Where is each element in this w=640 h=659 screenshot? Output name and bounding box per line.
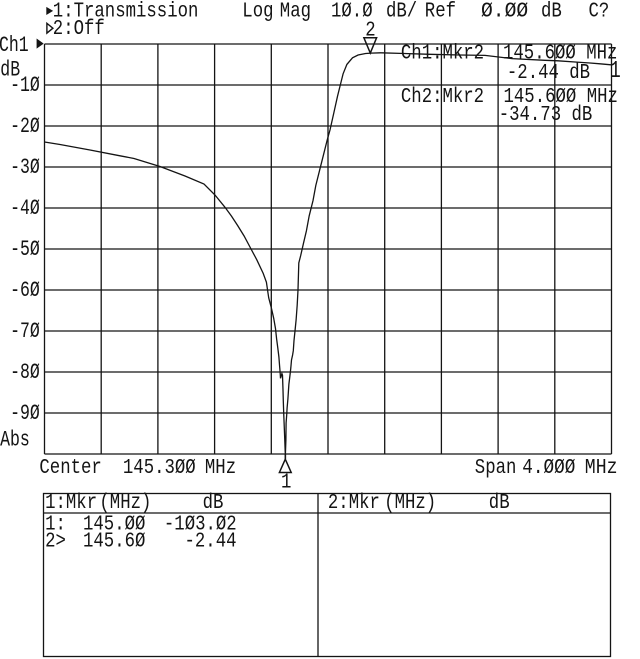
svg-text:2:Mkr: 2:Mkr xyxy=(328,492,380,515)
svg-text:Ref: Ref xyxy=(425,1,456,24)
svg-text:2: 2 xyxy=(365,20,375,43)
svg-text:-1Ø3.Ø2: -1Ø3.Ø2 xyxy=(164,513,237,536)
svg-text:1:Transmission: 1:Transmission xyxy=(53,1,199,24)
svg-text:145.6ØØ MHz: 145.6ØØ MHz xyxy=(504,86,618,109)
svg-text:Ch2:Mkr2: Ch2:Mkr2 xyxy=(401,86,484,109)
svg-text:Ø.ØØ: Ø.ØØ xyxy=(481,1,528,24)
svg-text:dB: dB xyxy=(203,492,224,515)
svg-text:-3Ø: -3Ø xyxy=(10,155,40,180)
svg-text:-7Ø: -7Ø xyxy=(10,319,40,344)
svg-text:1: 1 xyxy=(610,58,621,85)
svg-text:-2.44 dB: -2.44 dB xyxy=(507,62,590,85)
svg-text:dB/: dB/ xyxy=(386,1,417,24)
svg-text:Log: Log xyxy=(242,1,273,24)
svg-text:-1Ø: -1Ø xyxy=(10,73,40,98)
svg-text:1:: 1: xyxy=(45,513,66,536)
svg-text:Span: Span xyxy=(475,457,517,480)
svg-text:MHz: MHz xyxy=(585,457,618,480)
svg-text:-34.73 dB: -34.73 dB xyxy=(499,104,593,127)
svg-text:(MHz): (MHz) xyxy=(384,492,436,515)
svg-text:dB: dB xyxy=(489,492,510,515)
svg-text:145.ØØ: 145.ØØ xyxy=(83,513,145,536)
svg-text:-2Ø: -2Ø xyxy=(10,114,40,139)
svg-text:dB: dB xyxy=(541,1,562,24)
svg-text:1: 1 xyxy=(281,472,291,495)
svg-text:(MHz): (MHz) xyxy=(99,492,151,515)
svg-text:1:Mkr: 1:Mkr xyxy=(45,492,97,515)
svg-text:-4Ø: -4Ø xyxy=(10,196,40,221)
svg-text:2:Off: 2:Off xyxy=(53,18,105,41)
svg-text:145.6Ø: 145.6Ø xyxy=(83,531,145,554)
svg-text:Mag: Mag xyxy=(280,1,311,24)
svg-text:C?: C? xyxy=(589,1,610,24)
svg-text:2>: 2> xyxy=(45,531,66,554)
svg-text:MHz: MHz xyxy=(205,457,236,480)
svg-text:-9Ø: -9Ø xyxy=(10,401,40,426)
svg-text:145.3ØØ: 145.3ØØ xyxy=(123,457,196,480)
svg-text:-8Ø: -8Ø xyxy=(10,360,40,385)
svg-text:4.ØØØ: 4.ØØØ xyxy=(522,457,575,480)
svg-text:Ch1: Ch1 xyxy=(0,33,29,58)
svg-text:1Ø.Ø: 1Ø.Ø xyxy=(331,1,373,24)
svg-text:-6Ø: -6Ø xyxy=(10,278,40,303)
svg-text:-2.44: -2.44 xyxy=(185,531,237,554)
svg-text:-5Ø: -5Ø xyxy=(10,237,40,262)
svg-text:dB: dB xyxy=(0,58,20,83)
svg-text:Center: Center xyxy=(39,457,101,480)
svg-text:Abs: Abs xyxy=(0,428,30,453)
